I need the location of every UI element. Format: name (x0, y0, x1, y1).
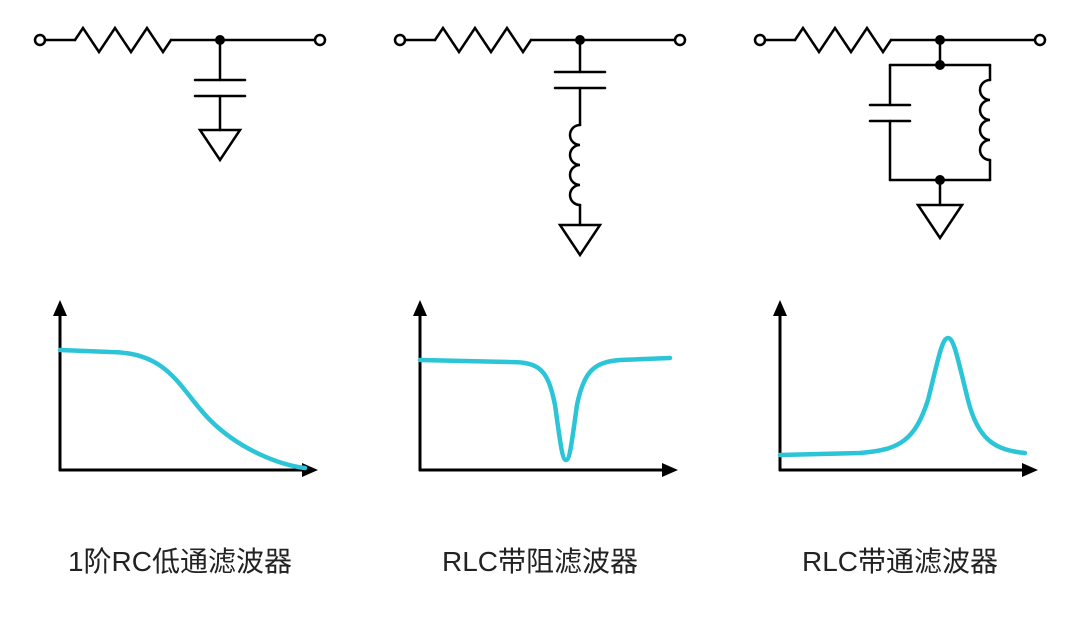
label-panel-notch: RLC带阻滤波器 (380, 540, 700, 580)
circuit-panel-lowpass (20, 10, 340, 210)
label-bandpass: RLC带通滤波器 (802, 540, 998, 580)
circuit-bandpass-svg (740, 10, 1060, 270)
label-panel-lowpass: 1阶RC低通滤波器 (20, 540, 340, 580)
circuit-row (0, 0, 1080, 290)
chart-row (0, 290, 1080, 520)
label-lowpass: 1阶RC低通滤波器 (68, 540, 292, 580)
chart-notch-svg (390, 290, 690, 500)
chart-lowpass-svg (30, 290, 330, 500)
label-notch: RLC带阻滤波器 (442, 540, 638, 580)
circuit-panel-bandpass (740, 10, 1060, 270)
chart-panel-lowpass (20, 290, 340, 500)
circuit-notch-svg (380, 10, 700, 280)
chart-panel-notch (380, 290, 700, 500)
label-panel-bandpass: RLC带通滤波器 (740, 540, 1060, 580)
chart-panel-bandpass (740, 290, 1060, 500)
label-row: 1阶RC低通滤波器 RLC带阻滤波器 RLC带通滤波器 (0, 520, 1080, 600)
circuit-lowpass-svg (20, 10, 340, 210)
circuit-panel-notch (380, 10, 700, 280)
chart-bandpass-svg (750, 290, 1050, 500)
